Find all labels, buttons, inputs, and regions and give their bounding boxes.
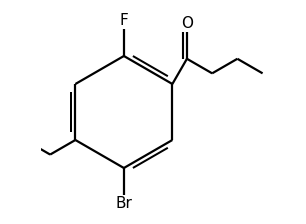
Text: F: F — [120, 13, 128, 28]
Text: O: O — [181, 16, 193, 31]
Text: Br: Br — [115, 196, 132, 211]
